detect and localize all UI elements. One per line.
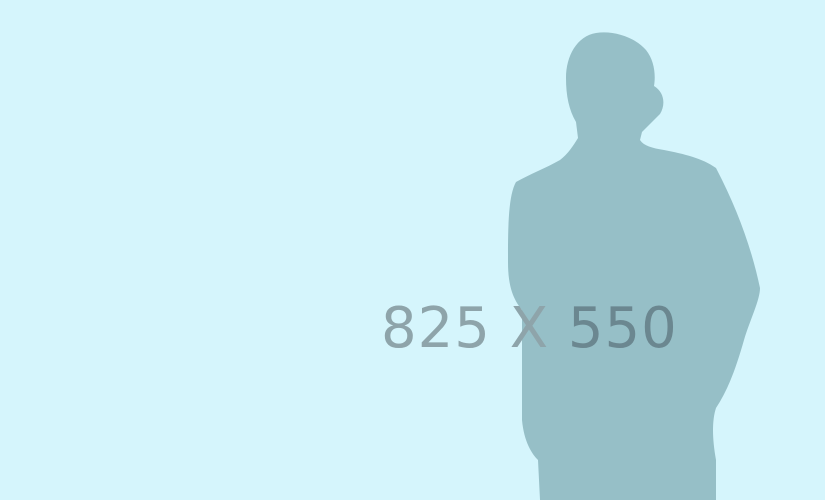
dimensions-height-label: 550: [567, 296, 678, 361]
dimensions-width-label: 825 X: [381, 296, 550, 361]
dimensions-label: 825 X 550: [381, 294, 678, 364]
